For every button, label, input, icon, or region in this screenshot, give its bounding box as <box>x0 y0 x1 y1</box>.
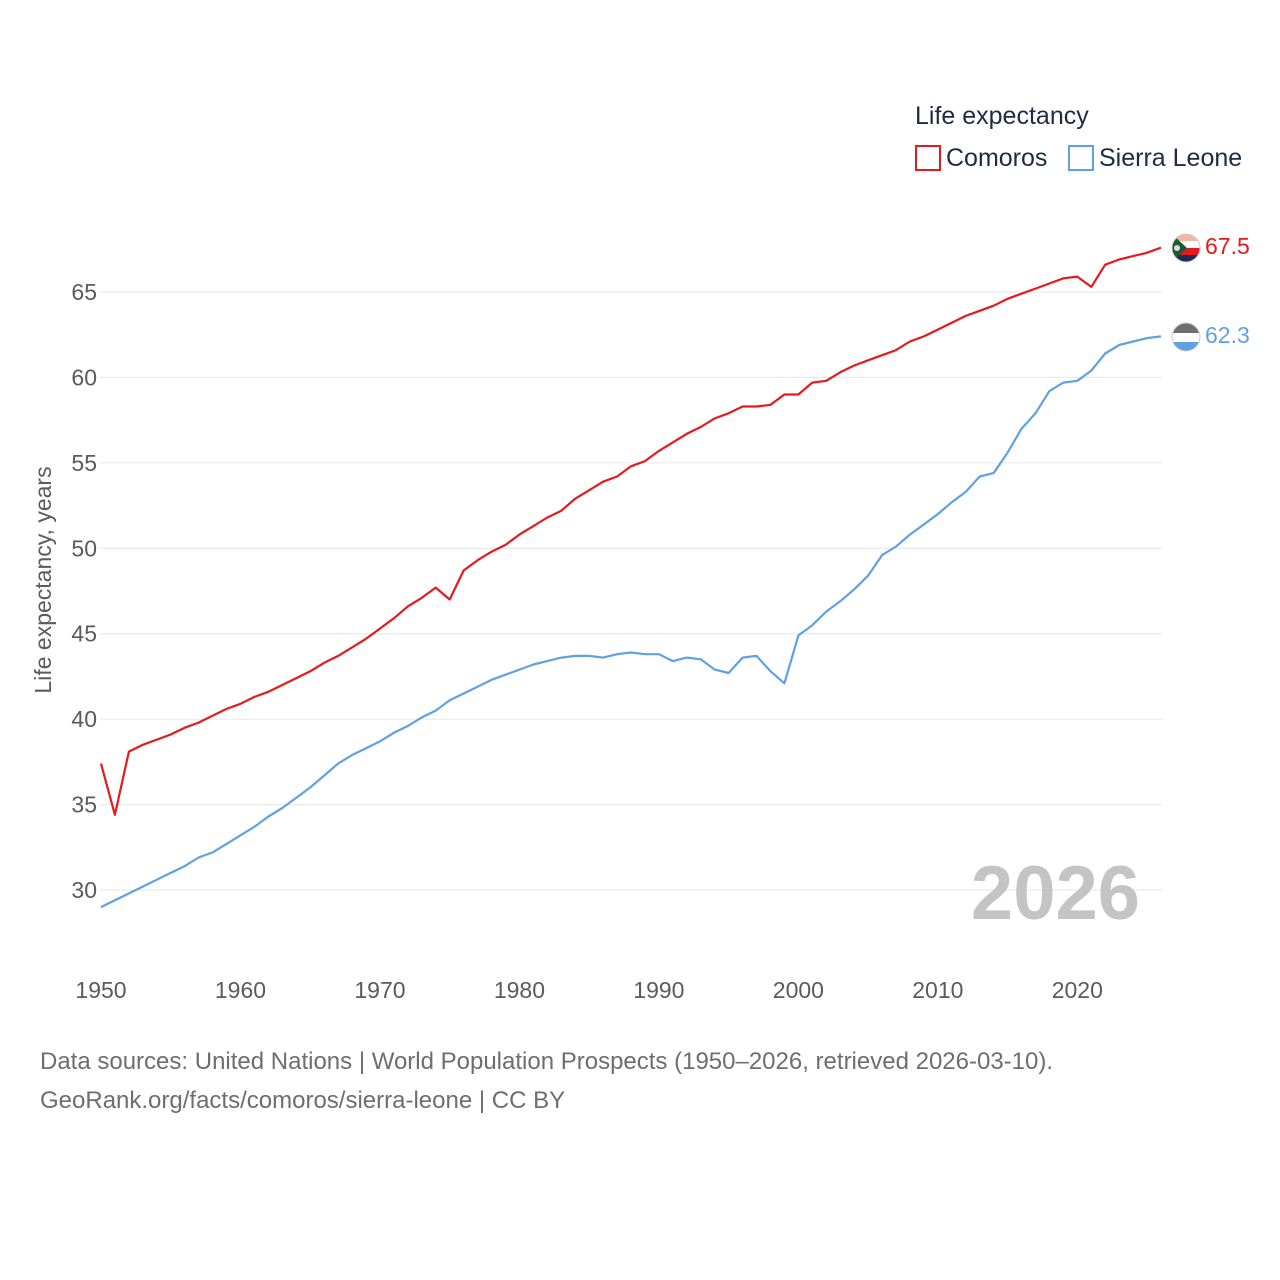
end-label-sierra-leone: 62.3 <box>1205 322 1250 348</box>
legend-item-comoros[interactable]: Comoros <box>915 144 1047 172</box>
legend-label-sierra-leone: Sierra Leone <box>1099 144 1242 172</box>
sierra-leone-flag-icon <box>1171 322 1201 352</box>
y-tick-label: 45 <box>71 621 97 647</box>
legend-label-comoros: Comoros <box>946 144 1047 172</box>
x-axis-ticks: 1950 1960 1970 1980 1990 2000 2010 2020 <box>75 977 1102 1003</box>
current-year-watermark: 2026 <box>971 851 1140 936</box>
comoros-flag-icon <box>1171 233 1201 263</box>
x-tick-label: 1950 <box>75 977 126 1003</box>
legend-swatch-sierra-leone <box>1068 145 1094 171</box>
legend-title: Life expectancy <box>915 102 1089 130</box>
end-label-comoros: 67.5 <box>1205 233 1250 259</box>
legend-item-sierra-leone[interactable]: Sierra Leone <box>1068 144 1242 172</box>
x-tick-label: 1960 <box>215 977 266 1003</box>
y-tick-label: 65 <box>71 279 97 305</box>
series-line-comoros[interactable] <box>99 246 1162 816</box>
y-tick-label: 35 <box>71 792 97 818</box>
y-axis-label: Life expectancy, years <box>30 466 56 693</box>
series-lines <box>99 246 1162 909</box>
y-tick-label: 30 <box>71 877 97 903</box>
x-tick-label: 2020 <box>1052 977 1103 1003</box>
series-line-sierra-leone[interactable] <box>100 335 1162 909</box>
y-tick-label: 55 <box>71 450 97 476</box>
y-tick-label: 40 <box>71 706 97 732</box>
source-line-2[interactable]: GeoRank.org/facts/comoros/sierra-leone |… <box>40 1087 565 1114</box>
y-tick-label: 50 <box>71 535 97 561</box>
y-tick-label: 60 <box>71 364 97 390</box>
legend-swatch-comoros <box>915 145 941 171</box>
x-tick-label: 1990 <box>633 977 684 1003</box>
source-line-1: Data sources: United Nations | World Pop… <box>40 1048 1053 1075</box>
x-tick-label: 1970 <box>354 977 405 1003</box>
x-tick-label: 2000 <box>773 977 824 1003</box>
x-tick-label: 1980 <box>494 977 545 1003</box>
x-tick-label: 2010 <box>912 977 963 1003</box>
y-axis-ticks: 30 35 40 45 50 55 60 65 <box>71 279 97 903</box>
legend: Life expectancy Comoros Sierra Leone <box>915 102 1242 172</box>
gridlines <box>100 291 1162 891</box>
